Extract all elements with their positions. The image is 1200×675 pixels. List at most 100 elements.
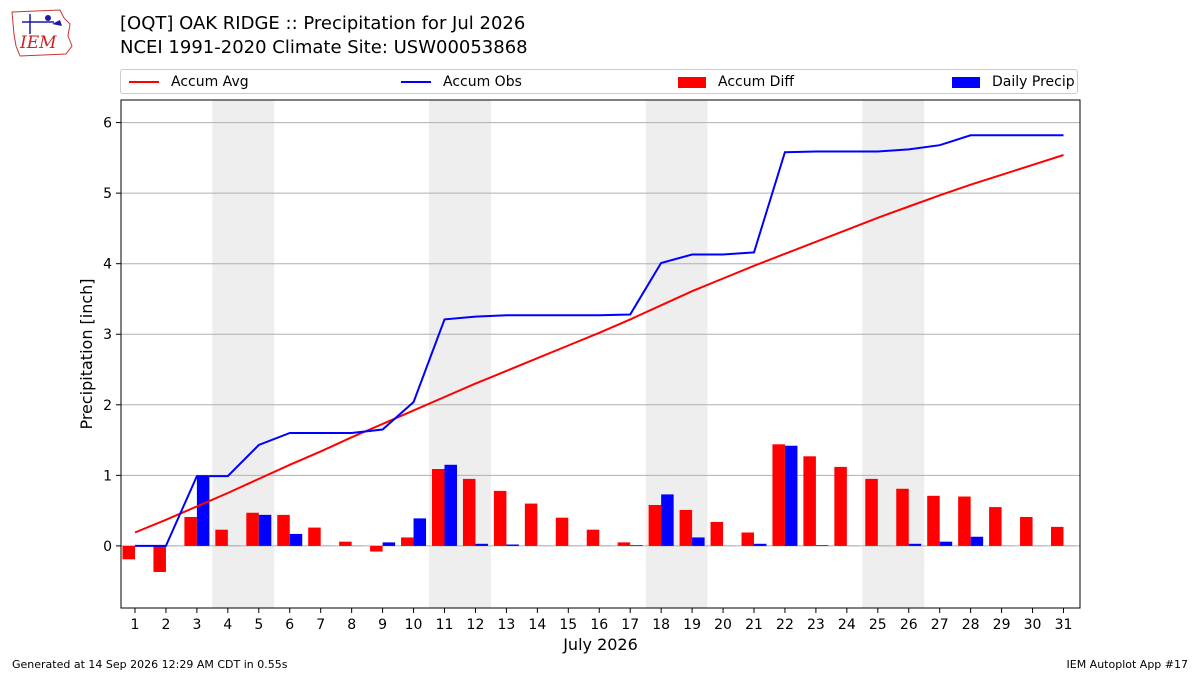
x-tick-label: 24 [838,617,856,633]
x-tick-label: 29 [993,617,1011,633]
daily-precip-bar [382,542,396,546]
y-tick-label: 6 [103,116,112,132]
x-tick-label: 13 [497,617,515,633]
x-tick-label: 31 [1055,617,1073,633]
accum-diff-bar [772,444,785,546]
accum-diff-bar [215,529,228,546]
legend-label-accum-avg: Accum Avg [171,74,249,90]
legend-swatch-accum-obs [401,81,431,83]
accum-diff-bar [1020,516,1033,546]
daily-precip-bar [908,543,922,546]
x-tick-label: 19 [683,617,701,633]
accum-diff-bar [308,527,321,546]
daily-precip-bar [970,536,984,546]
x-axis-label: July 2026 [562,635,638,654]
y-tick-label: 2 [103,398,112,414]
svg-text:IEM: IEM [19,33,57,53]
daily-precip-bar [630,545,643,546]
x-tick-label: 12 [467,617,485,633]
accum-diff-bar [339,541,352,546]
x-tick-label: 11 [436,617,454,633]
x-tick-label: 17 [621,617,639,633]
x-tick-label: 9 [378,617,387,633]
x-tick-label: 20 [714,617,732,633]
legend-item-daily-precip: Daily Precip [952,73,1075,91]
plot-frame [120,99,1081,609]
accum-diff-bar [927,495,940,546]
footer-app: IEM Autoplot App #17 [1066,658,1189,671]
x-tick-label: 28 [962,617,980,633]
accum-diff-bar [1051,526,1064,546]
x-tick-label: 25 [869,617,887,633]
x-tick-label: 3 [192,617,201,633]
legend-label-daily-precip: Daily Precip [992,74,1075,90]
accum-diff-bar [493,490,507,546]
footer-generated: Generated at 14 Sep 2026 12:29 AM CDT in… [12,658,288,671]
y-tick-label: 4 [103,257,112,273]
daily-precip-bar [289,533,303,546]
y-tick-label: 0 [103,539,112,555]
accum-diff-bar [184,516,197,546]
x-tick-label: 10 [405,617,423,633]
daily-precip-bar [196,476,210,546]
accum-diff-bar [989,507,1002,546]
accum-diff-bar [958,496,971,546]
x-tick-label: 8 [347,617,356,633]
accum-diff-bar [401,537,414,546]
accum-diff-bar [246,512,259,546]
accum-diff-bar [617,542,631,546]
x-tick-label: 18 [652,617,670,633]
accum-diff-bar [648,504,662,546]
x-tick-label: 30 [1024,617,1042,633]
accum-diff-bar [803,456,816,546]
x-tick-label: 5 [254,617,263,633]
daily-precip-bar [258,514,272,546]
daily-precip-bar [444,464,457,546]
x-tick-label: 4 [223,617,232,633]
daily-precip-bar [413,518,427,546]
daily-precip-bar [754,543,767,546]
chart-title: [OQT] OAK RIDGE :: Precipitation for Jul… [120,13,526,34]
x-tick-label: 2 [161,617,170,633]
daily-precip-bar [815,545,829,546]
daily-precip-bar [692,537,705,546]
accum-diff-bar [555,517,569,546]
x-tick-label: 14 [528,617,546,633]
legend-swatch-accum-diff [678,76,706,88]
daily-precip-bar [661,494,674,546]
y-tick-label: 5 [103,186,112,202]
daily-precip-bar [475,543,488,546]
legend-label-accum-obs: Accum Obs [443,74,522,90]
accum-avg-line [134,154,1064,534]
accum-diff-bar [865,478,878,546]
legend-item-accum-obs: Accum Obs [401,73,522,91]
chart-subtitle: NCEI 1991-2020 Climate Site: USW00053868 [120,37,528,58]
accum-diff-bar [896,488,909,546]
x-tick-label: 22 [776,617,794,633]
x-tick-label: 7 [316,617,325,633]
accum-diff-bar [153,545,166,573]
legend-swatch-daily-precip [952,76,980,88]
accum-diff-bar [834,466,847,546]
x-tick-label: 21 [745,617,763,633]
daily-precip-bar [784,445,798,546]
x-tick-label: 16 [590,617,608,633]
daily-precip-bar [506,544,519,546]
accum-diff-bar [432,469,445,546]
accum-diff-bar [524,503,538,546]
accum-obs-line [135,134,1064,547]
accum-diff-bar [710,521,724,546]
y-axis-label: Precipitation [inch] [77,278,96,429]
x-tick-label: 27 [931,617,949,633]
legend-swatch-accum-avg [129,81,159,83]
accum-diff-bar [679,509,693,546]
accum-diff-bar [462,478,476,546]
legend-label-accum-diff: Accum Diff [718,74,795,90]
iem-logo: IEM [11,9,73,57]
x-tick-label: 26 [900,617,918,633]
x-tick-label: 6 [285,617,294,633]
accum-diff-bar [122,545,135,560]
y-tick-label: 3 [103,327,112,343]
x-tick-label: 1 [131,617,140,633]
legend-item-accum-avg: Accum Avg [129,73,249,91]
